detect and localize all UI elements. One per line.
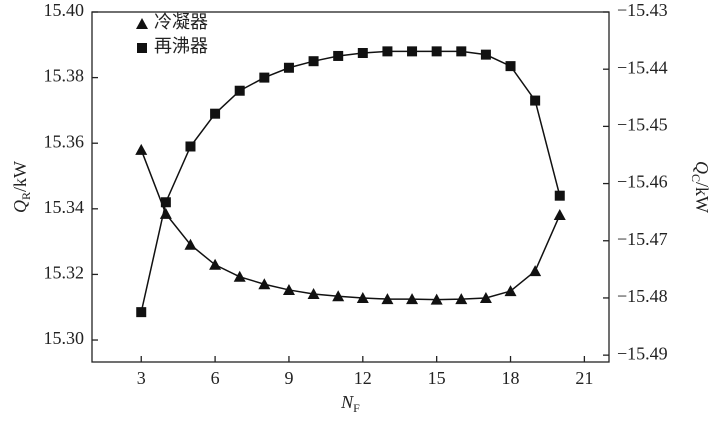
marker <box>504 285 517 297</box>
x-tick-label: 12 <box>354 368 372 388</box>
marker <box>406 293 419 305</box>
marker <box>479 291 492 303</box>
marker <box>234 85 245 96</box>
y-axis-label-sub: R <box>19 192 33 200</box>
marker <box>135 143 148 155</box>
marker <box>136 307 147 318</box>
series-line <box>140 50 561 313</box>
marker <box>430 293 443 305</box>
y-tick-label: 15.34 <box>44 197 85 217</box>
y2-tick-label: −15.46 <box>617 172 668 192</box>
y2-tick-label: −15.47 <box>617 229 668 249</box>
y2-axis-label-main: Q <box>692 161 712 174</box>
y-tick-label: 15.38 <box>44 66 85 86</box>
x-axis-label-main: N <box>340 392 354 412</box>
y2-axis-label-sub: C <box>689 174 703 182</box>
y-tick-label: 15.30 <box>44 328 85 348</box>
marker <box>258 278 271 290</box>
marker <box>554 190 565 201</box>
y2-axis-label: QC/kW <box>689 161 712 213</box>
x-tick-label: 18 <box>502 368 520 388</box>
x-tick-label: 15 <box>428 368 446 388</box>
y2-tick-label: −15.43 <box>617 0 668 20</box>
marker <box>381 293 394 305</box>
y2-tick-label: −15.48 <box>617 286 668 306</box>
marker <box>185 141 196 152</box>
y-tick-label: 15.36 <box>44 131 85 151</box>
marker <box>382 46 393 57</box>
y2-tick-label: −15.49 <box>617 343 668 363</box>
x-tick-label: 21 <box>575 368 593 388</box>
y2-tick-label: −15.45 <box>617 115 668 135</box>
x-axis-label: NF <box>340 392 360 415</box>
y-axis-label-main: Q <box>10 200 30 213</box>
marker <box>529 265 542 277</box>
marker <box>307 287 320 299</box>
y2-tick-label: −15.44 <box>617 57 668 77</box>
marker <box>209 258 222 270</box>
marker <box>357 48 368 59</box>
y2-axis-label-unit: /kW <box>692 182 712 213</box>
marker <box>283 62 294 73</box>
y-tick-label: 15.40 <box>44 0 85 20</box>
marker <box>184 238 197 250</box>
marker <box>137 43 147 53</box>
x-axis-label-sub: F <box>353 401 360 415</box>
marker <box>136 18 148 29</box>
marker <box>480 49 491 60</box>
marker <box>407 46 418 57</box>
y-axis-label-unit: /kW <box>10 161 30 192</box>
marker <box>282 283 295 295</box>
legend-label: 再沸器 <box>154 36 208 56</box>
marker <box>233 270 246 282</box>
marker <box>553 209 566 221</box>
marker <box>332 290 345 302</box>
marker <box>456 46 467 57</box>
y-tick-label: 15.32 <box>44 263 85 283</box>
marker <box>159 207 172 219</box>
y-axis-label: QR/kW <box>10 161 33 213</box>
marker <box>530 95 541 106</box>
marker <box>210 108 221 119</box>
x-tick-label: 6 <box>211 368 220 388</box>
marker <box>333 50 344 61</box>
x-tick-label: 3 <box>137 368 146 388</box>
x-tick-label: 9 <box>284 368 293 388</box>
marker <box>356 291 369 303</box>
series-line <box>140 149 561 301</box>
marker <box>259 72 270 83</box>
marker <box>308 56 319 67</box>
legend-label: 冷凝器 <box>154 12 208 32</box>
marker <box>455 293 468 305</box>
marker <box>160 197 171 208</box>
marker <box>431 46 442 57</box>
plot-frame <box>91 11 610 363</box>
marker <box>505 61 516 72</box>
